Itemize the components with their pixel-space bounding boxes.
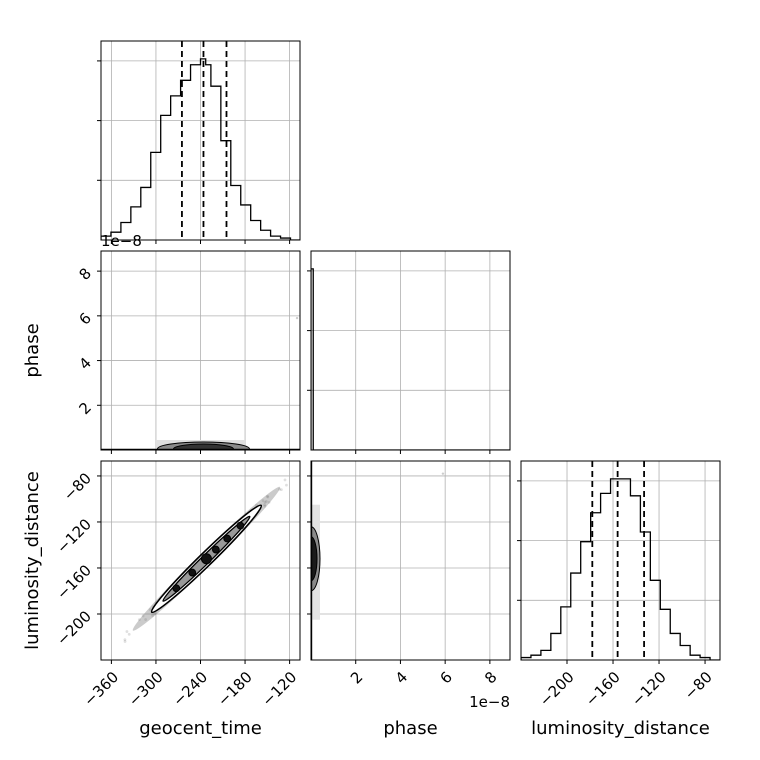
- density-point: [265, 494, 269, 498]
- tick-label-x-luminosity_distance-1: −160: [582, 668, 624, 710]
- contour-inner: [311, 536, 318, 582]
- grid-1-1: [311, 251, 510, 450]
- density-point: [125, 630, 129, 633]
- tick-label-y-phase-2: 6: [76, 309, 95, 328]
- grid-2-1: [311, 461, 510, 660]
- tick-label-y-phase-3: 8: [76, 264, 95, 283]
- tick-label-x-phase-1: 4: [392, 668, 411, 687]
- tick-label-y-luminosity_distance-1: −160: [53, 561, 95, 603]
- density-point: [263, 503, 266, 507]
- tick-label-x-geocent_time-4: −120: [258, 668, 300, 710]
- density-point: [283, 478, 287, 482]
- density-point: [285, 483, 288, 487]
- tick-label-y-luminosity_distance-3: −80: [60, 469, 95, 504]
- density-point: [151, 614, 154, 617]
- density-point: [295, 316, 299, 320]
- y-axis-label-phase: phase: [22, 323, 43, 377]
- panel-frame-2-1: [310, 460, 511, 661]
- tick-label-y-phase-1: 4: [76, 354, 95, 373]
- x-axis-label-phase: phase: [383, 718, 437, 739]
- tick-label-x-geocent_time-3: −180: [214, 668, 256, 710]
- histogram-phase: [311, 268, 510, 450]
- density-point: [148, 608, 152, 611]
- tick-label-x-phase-2: 6: [436, 668, 455, 687]
- histogram-geocent_time: [101, 41, 300, 240]
- histogram-line-luminosity_distance: [521, 478, 720, 660]
- density-point: [266, 495, 270, 499]
- panel-frame-1-1: [310, 250, 511, 451]
- tick-label-x-phase-0: 2: [347, 668, 366, 687]
- panel-frame-2-2: [520, 460, 721, 661]
- histogram-line-phase: [311, 268, 510, 450]
- contour-inner: [236, 521, 245, 530]
- y-axis-label-luminosity_distance: luminosity_distance: [22, 471, 43, 650]
- tick-label-y-luminosity_distance-0: −200: [53, 607, 95, 649]
- tick-label-x-geocent_time-1: −300: [125, 668, 167, 710]
- density-point: [267, 501, 271, 504]
- contour-inner: [188, 568, 197, 577]
- contour-inner: [200, 553, 212, 565]
- density-point: [123, 640, 127, 643]
- histogram-luminosity_distance: [521, 461, 720, 660]
- density-point: [264, 499, 268, 503]
- tick-label-x-geocent_time-2: −240: [169, 668, 211, 710]
- density-point: [141, 614, 145, 618]
- density-point: [261, 499, 265, 503]
- contour-inner: [223, 534, 232, 543]
- tick-label-x-luminosity_distance-3: −80: [681, 668, 716, 703]
- density-point: [279, 488, 283, 492]
- density-point: [127, 632, 131, 636]
- exponent-label-phase-left: 1e−8: [101, 232, 142, 250]
- grid-0-0: [101, 41, 300, 240]
- exponent-label-phase-bottom: 1e−8: [469, 693, 510, 711]
- tick-label-y-phase-0: 2: [76, 399, 95, 418]
- tick-label-x-geocent_time-0: −360: [80, 668, 122, 710]
- histogram-line-geocent_time: [101, 58, 300, 240]
- tick-label-x-phase-3: 8: [481, 668, 500, 687]
- contour-inner: [172, 584, 181, 593]
- density-geocent_time-luminosity_distance: [123, 478, 288, 643]
- tick-label-x-luminosity_distance-2: −120: [628, 668, 670, 710]
- density-phase-luminosity_distance: [311, 461, 445, 660]
- x-axis-label-luminosity_distance: luminosity_distance: [531, 718, 710, 739]
- grid-1-0: [101, 251, 300, 450]
- density-point: [144, 618, 148, 621]
- density-point: [263, 504, 267, 508]
- density-point: [278, 487, 281, 491]
- density-point: [153, 612, 156, 615]
- density-point: [441, 472, 445, 475]
- density-point: [123, 638, 127, 642]
- density-point: [137, 618, 141, 621]
- x-axis-label-geocent_time: geocent_time: [139, 718, 262, 739]
- tick-label-y-luminosity_distance-2: −120: [53, 515, 95, 557]
- density-point: [263, 500, 267, 504]
- contour-inner: [211, 545, 220, 554]
- grid-2-2: [521, 461, 720, 660]
- tick-label-x-luminosity_distance-0: −200: [536, 668, 578, 710]
